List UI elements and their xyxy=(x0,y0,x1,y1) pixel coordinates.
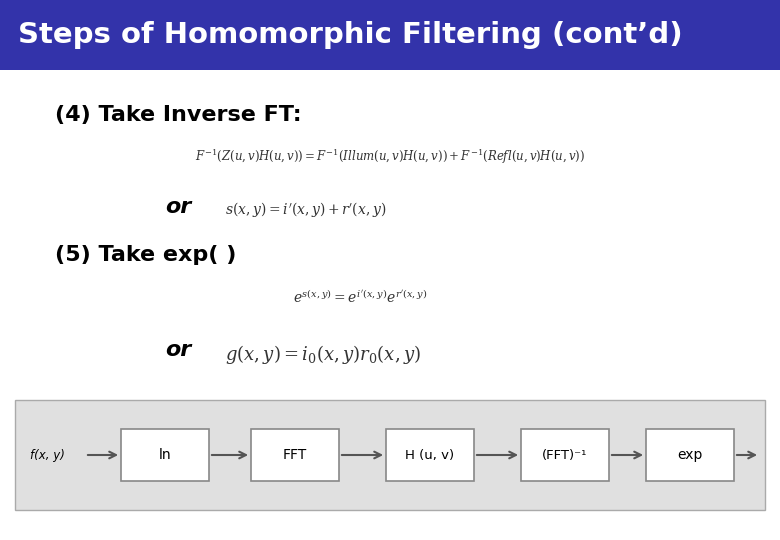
Text: (4) Take Inverse FT:: (4) Take Inverse FT: xyxy=(55,105,302,125)
FancyBboxPatch shape xyxy=(0,0,780,70)
Text: ln: ln xyxy=(158,448,172,462)
FancyBboxPatch shape xyxy=(251,429,339,481)
Text: $g(x, y) = i_0(x, y)r_0(x, y)$: $g(x, y) = i_0(x, y)r_0(x, y)$ xyxy=(225,343,421,366)
Text: $s(x, y) = i'(x, y) + r'(x, y)$: $s(x, y) = i'(x, y) + r'(x, y)$ xyxy=(225,200,386,219)
Text: f(x, y): f(x, y) xyxy=(30,449,65,462)
Text: H (u, v): H (u, v) xyxy=(406,449,455,462)
Text: FFT: FFT xyxy=(283,448,307,462)
Text: or: or xyxy=(165,197,191,217)
FancyBboxPatch shape xyxy=(646,429,734,481)
FancyBboxPatch shape xyxy=(521,429,609,481)
Text: (FFT)⁻¹: (FFT)⁻¹ xyxy=(542,449,587,462)
Text: or: or xyxy=(165,340,191,360)
Text: Steps of Homomorphic Filtering (cont’d): Steps of Homomorphic Filtering (cont’d) xyxy=(18,21,682,49)
FancyBboxPatch shape xyxy=(386,429,474,481)
FancyBboxPatch shape xyxy=(15,400,765,510)
Text: $e^{s(x,y)} = e^{i'(x,y)}e^{r'(x,y)}$: $e^{s(x,y)} = e^{i'(x,y)}e^{r'(x,y)}$ xyxy=(292,288,427,306)
Text: (5) Take exp( ): (5) Take exp( ) xyxy=(55,245,236,265)
FancyBboxPatch shape xyxy=(121,429,209,481)
Text: $F^{-1}(Z(u,v)H(u,v))=F^{-1}(Illum(u,v)H(u,v))+F^{-1}(Refl(u,v)H(u,v))$: $F^{-1}(Z(u,v)H(u,v))=F^{-1}(Illum(u,v)H… xyxy=(195,147,585,166)
Text: exp: exp xyxy=(677,448,703,462)
